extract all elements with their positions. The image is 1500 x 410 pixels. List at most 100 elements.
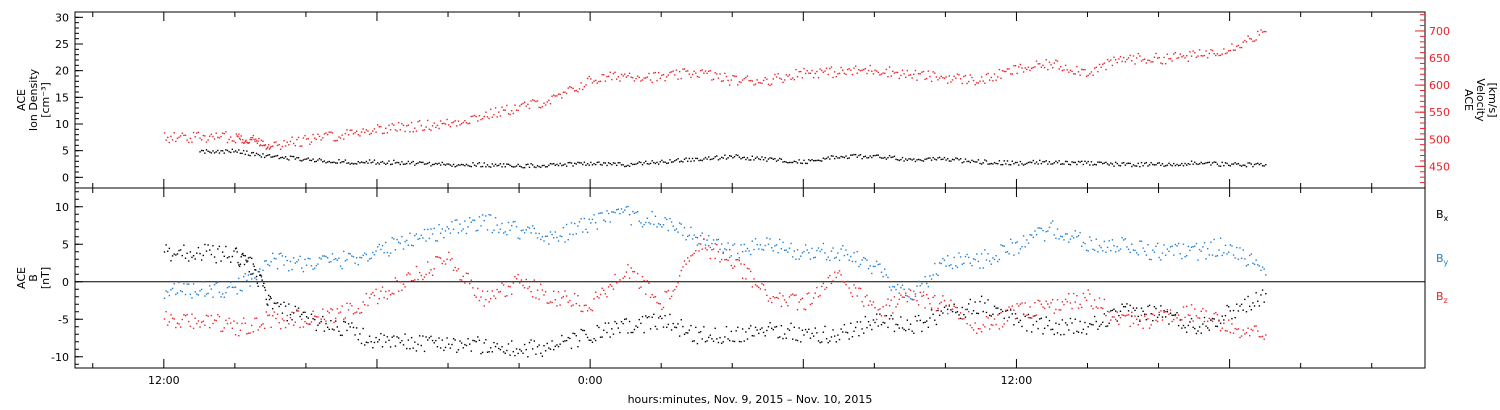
data-point (893, 330, 896, 333)
data-point (758, 248, 760, 250)
data-point (580, 310, 582, 312)
data-point (228, 138, 230, 141)
data-point (1132, 322, 1135, 325)
data-point (519, 238, 521, 240)
data-point (666, 76, 668, 78)
data-point (791, 256, 794, 258)
data-point (236, 251, 238, 253)
data-point (561, 235, 563, 238)
data-point (1085, 299, 1088, 302)
data-point (971, 312, 973, 315)
data-point (486, 164, 489, 166)
data-point (695, 326, 697, 329)
data-point (1051, 298, 1054, 301)
data-point (628, 320, 631, 323)
data-point (449, 232, 452, 234)
legend-entry-name: B (1436, 252, 1444, 265)
data-point (812, 256, 815, 259)
data-point (1258, 163, 1261, 166)
data-point (564, 340, 566, 342)
data-point (756, 329, 758, 331)
data-point (675, 326, 678, 329)
data-point (617, 162, 619, 164)
data-point (1148, 327, 1151, 329)
data-point (1098, 325, 1101, 327)
data-point (1150, 258, 1152, 261)
data-point (370, 162, 372, 164)
data-point (209, 326, 211, 329)
data-point (1158, 56, 1160, 59)
data-point (165, 310, 167, 313)
data-point (787, 251, 789, 253)
data-point (176, 292, 179, 294)
data-point (1206, 320, 1209, 322)
data-point (845, 283, 847, 286)
data-point (756, 156, 758, 158)
data-point (696, 157, 699, 160)
data-point (693, 160, 695, 162)
data-point (690, 324, 692, 327)
data-point (509, 164, 511, 167)
data-point (477, 162, 479, 165)
data-point (922, 160, 925, 162)
data-point (414, 234, 416, 237)
data-point (777, 73, 779, 75)
data-point (259, 144, 261, 147)
data-point (194, 136, 196, 138)
data-point (1074, 230, 1076, 232)
data-point (414, 164, 416, 166)
data-point (1152, 313, 1154, 315)
data-point (522, 352, 524, 354)
data-point (288, 323, 290, 325)
data-point (1102, 250, 1104, 252)
data-point (667, 74, 670, 76)
data-point (299, 326, 301, 329)
data-point (1244, 333, 1246, 335)
data-point (1074, 161, 1076, 164)
data-point (557, 345, 560, 348)
data-point (837, 157, 839, 159)
data-point (284, 326, 287, 329)
data-point (493, 165, 495, 167)
data-point (1085, 75, 1088, 78)
data-point (394, 277, 397, 279)
data-point (594, 339, 597, 342)
data-point (995, 323, 997, 326)
data-point (840, 66, 842, 69)
data-point (632, 331, 634, 334)
data-point (491, 231, 494, 234)
data-point (819, 341, 821, 344)
data-point (507, 221, 510, 224)
data-point (708, 156, 710, 158)
data-point (646, 280, 649, 282)
data-point (617, 76, 619, 78)
data-point (360, 131, 363, 133)
data-point (552, 237, 555, 239)
data-point (299, 315, 301, 318)
data-point (1197, 55, 1199, 57)
data-point (1009, 308, 1012, 310)
data-point (1124, 238, 1127, 240)
data-point (1103, 298, 1106, 301)
data-point (223, 296, 225, 298)
data-point (301, 267, 303, 269)
data-point (575, 89, 577, 92)
data-point (258, 137, 260, 140)
data-point (246, 260, 249, 262)
data-point (1089, 73, 1091, 75)
data-point (352, 313, 355, 315)
data-point (984, 249, 986, 251)
data-point (638, 76, 640, 79)
data-point (575, 163, 577, 165)
data-point (1224, 52, 1227, 55)
data-point (649, 162, 652, 165)
data-point (861, 328, 863, 330)
data-point (1043, 307, 1046, 310)
data-point (666, 162, 668, 165)
data-point (262, 285, 264, 287)
data-point (764, 76, 766, 79)
data-point (580, 328, 582, 331)
data-point (935, 159, 938, 161)
data-point (782, 161, 784, 163)
data-point (1106, 58, 1109, 61)
